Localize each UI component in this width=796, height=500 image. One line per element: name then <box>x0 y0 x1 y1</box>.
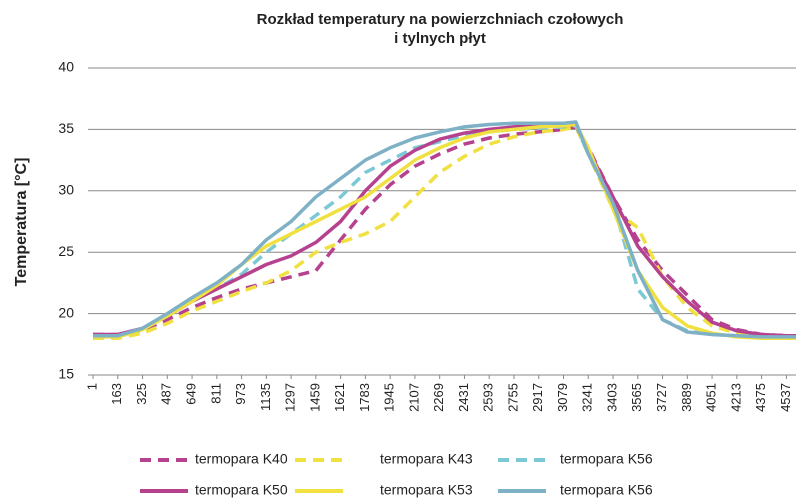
x-tick-label: 4375 <box>753 383 768 412</box>
x-tick-label: 811 <box>208 383 223 404</box>
series-line <box>93 125 796 340</box>
x-tick-label: 1 <box>84 383 99 390</box>
chart-title: i tylnych płyt <box>394 30 486 47</box>
x-tick-label: 487 <box>159 383 174 405</box>
x-tick-label: 3079 <box>555 383 570 412</box>
x-tick-label: 163 <box>109 383 124 405</box>
y-tick-label: 40 <box>58 59 74 75</box>
x-tick-label: 2107 <box>406 383 421 412</box>
x-tick-label: 2269 <box>431 383 446 412</box>
legend-label: termopara K43 <box>380 451 473 467</box>
series-line <box>93 122 796 338</box>
x-tick-label: 2593 <box>481 383 496 412</box>
legend-label: termopara K56 <box>560 482 653 498</box>
y-tick-label: 15 <box>58 366 74 382</box>
x-tick-label: 3727 <box>654 383 669 412</box>
series-line <box>93 122 796 340</box>
y-tick-label: 30 <box>58 182 74 198</box>
legend-label: termopara K53 <box>380 482 473 498</box>
x-tick-label: 4213 <box>728 383 743 412</box>
x-tick-label: 1945 <box>382 383 397 412</box>
x-tick-label: 3565 <box>629 383 644 412</box>
x-tick-label: 4537 <box>778 383 793 412</box>
legend-label: termopara K50 <box>195 482 288 498</box>
legend-label: termopara K40 <box>195 451 288 467</box>
x-tick-label: 2917 <box>530 383 545 412</box>
x-tick-label: 2755 <box>505 383 520 412</box>
x-tick-label: 1459 <box>307 383 322 412</box>
x-tick-label: 3241 <box>580 383 595 412</box>
x-tick-label: 4051 <box>704 383 719 412</box>
y-tick-label: 20 <box>58 304 74 320</box>
x-tick-label: 3889 <box>679 383 694 412</box>
x-tick-label: 325 <box>134 383 149 405</box>
series-line <box>93 125 796 338</box>
y-tick-label: 35 <box>58 120 74 136</box>
x-tick-label: 1783 <box>357 383 372 412</box>
x-tick-label: 649 <box>183 383 198 405</box>
x-tick-label: 973 <box>233 383 248 405</box>
series-line <box>93 120 796 339</box>
x-tick-label: 2431 <box>456 383 471 412</box>
x-tick-label: 1621 <box>332 383 347 412</box>
legend-label: termopara K56 <box>560 451 653 467</box>
x-tick-label: 1135 <box>258 383 273 411</box>
y-axis-title: Temperatura [°C] <box>13 158 30 287</box>
chart-title: Rozkład temperatury na powierzchniach cz… <box>257 11 624 28</box>
x-tick-label: 1297 <box>283 383 298 412</box>
x-tick-label: 3403 <box>604 383 619 412</box>
y-tick-label: 25 <box>58 243 74 259</box>
